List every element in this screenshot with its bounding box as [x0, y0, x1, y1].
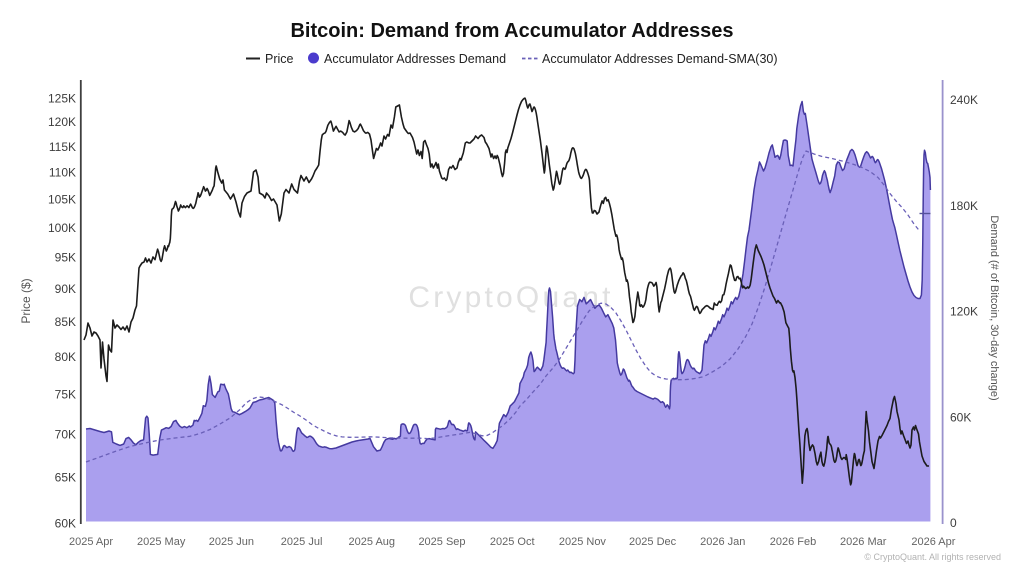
svg-text:85K: 85K [55, 315, 76, 329]
svg-text:0: 0 [950, 516, 957, 530]
svg-text:2025 Apr: 2025 Apr [69, 536, 113, 548]
svg-text:2026 Feb: 2026 Feb [770, 536, 816, 548]
svg-text:2025 Jul: 2025 Jul [281, 536, 323, 548]
svg-text:Bitcoin: Demand from Accumulat: Bitcoin: Demand from Accumulator Address… [290, 20, 733, 42]
svg-text:75K: 75K [55, 387, 76, 401]
svg-text:125K: 125K [48, 92, 76, 106]
svg-text:Demand (# of Bitcoin, 30-day c: Demand (# of Bitcoin, 30-day change) [988, 215, 1000, 400]
svg-text:Price: Price [265, 52, 294, 66]
svg-text:70K: 70K [55, 427, 76, 441]
svg-text:2025 Oct: 2025 Oct [490, 536, 535, 548]
svg-text:2025 Aug: 2025 Aug [349, 536, 396, 548]
svg-text:110K: 110K [49, 166, 76, 180]
svg-text:Accumulator Addresses Demand: Accumulator Addresses Demand [324, 52, 506, 66]
svg-text:180K: 180K [950, 199, 978, 213]
svg-text:120K: 120K [950, 305, 978, 319]
svg-text:© CryptoQuant. All rights rese: © CryptoQuant. All rights reserved [864, 552, 1001, 562]
svg-text:2025 May: 2025 May [137, 536, 186, 548]
svg-text:Accumulator Addresses Demand-S: Accumulator Addresses Demand-SMA(30) [542, 52, 778, 66]
svg-text:105K: 105K [48, 193, 76, 207]
svg-text:240K: 240K [950, 93, 978, 107]
svg-text:2025 Dec: 2025 Dec [629, 536, 677, 548]
svg-text:90K: 90K [55, 282, 76, 296]
svg-text:95K: 95K [55, 251, 76, 265]
svg-text:2026 Apr: 2026 Apr [911, 536, 955, 548]
svg-text:2025 Nov: 2025 Nov [559, 536, 607, 548]
svg-text:2025 Jun: 2025 Jun [209, 536, 254, 548]
svg-text:60K: 60K [950, 410, 971, 424]
svg-text:80K: 80K [55, 350, 76, 364]
svg-text:120K: 120K [48, 115, 76, 129]
svg-text:100K: 100K [48, 221, 76, 235]
svg-text:Price ($): Price ($) [19, 278, 33, 323]
svg-text:65K: 65K [55, 470, 76, 484]
svg-text:60K: 60K [55, 517, 76, 531]
svg-text:2026 Jan: 2026 Jan [700, 536, 745, 548]
svg-text:2026 Mar: 2026 Mar [840, 536, 887, 548]
svg-text:115K: 115K [49, 140, 76, 154]
svg-text:2025 Sep: 2025 Sep [418, 536, 465, 548]
